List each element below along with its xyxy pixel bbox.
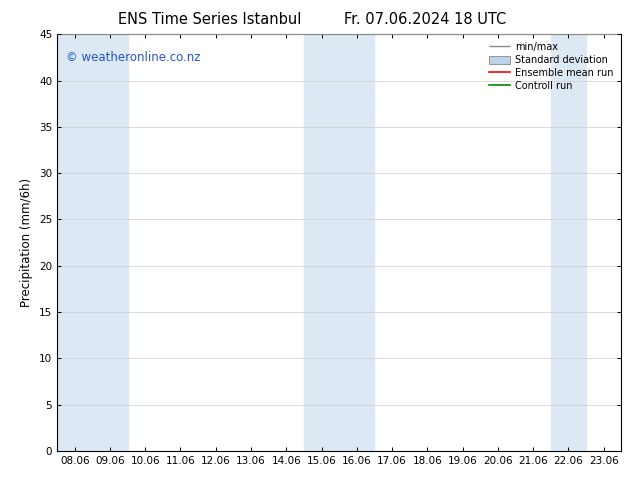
Legend: min/max, Standard deviation, Ensemble mean run, Controll run: min/max, Standard deviation, Ensemble me…: [486, 39, 616, 94]
Bar: [304, 34, 375, 451]
Bar: [57, 34, 93, 451]
Text: © weatheronline.co.nz: © weatheronline.co.nz: [65, 51, 200, 64]
Bar: [551, 34, 586, 451]
Y-axis label: Precipitation (mm/6h): Precipitation (mm/6h): [20, 178, 34, 307]
Bar: [93, 34, 127, 451]
Text: ENS Time Series Istanbul: ENS Time Series Istanbul: [117, 12, 301, 27]
Text: Fr. 07.06.2024 18 UTC: Fr. 07.06.2024 18 UTC: [344, 12, 506, 27]
